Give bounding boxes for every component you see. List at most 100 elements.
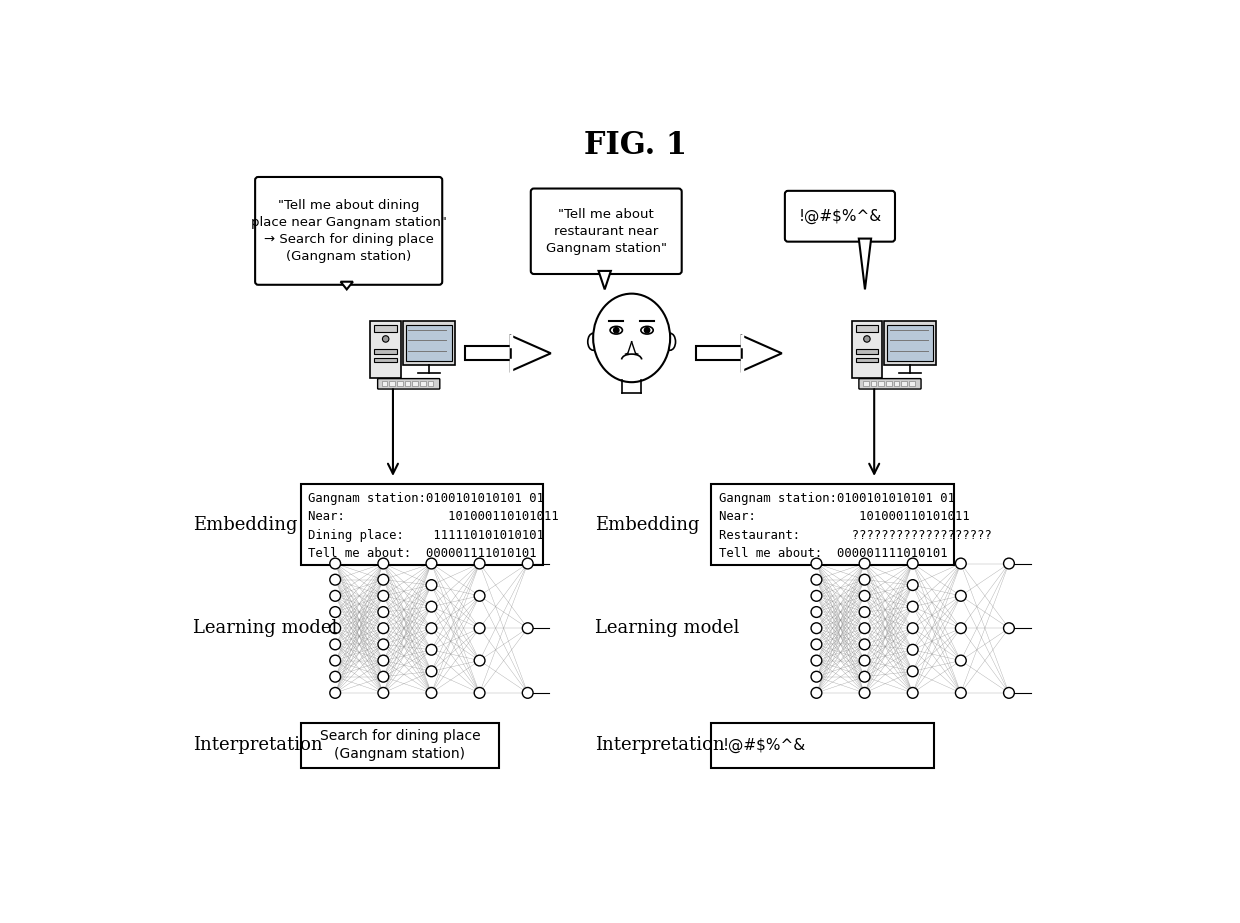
Circle shape	[330, 558, 341, 569]
FancyBboxPatch shape	[711, 723, 934, 768]
Circle shape	[864, 336, 870, 342]
Circle shape	[908, 644, 918, 655]
Circle shape	[614, 328, 619, 333]
Polygon shape	[742, 336, 781, 371]
Circle shape	[330, 688, 341, 699]
FancyBboxPatch shape	[870, 381, 877, 386]
FancyBboxPatch shape	[531, 188, 682, 274]
Circle shape	[811, 606, 822, 617]
FancyBboxPatch shape	[374, 350, 397, 354]
Ellipse shape	[593, 294, 670, 382]
FancyBboxPatch shape	[403, 321, 455, 366]
Circle shape	[811, 655, 822, 665]
Circle shape	[474, 591, 485, 601]
FancyBboxPatch shape	[711, 485, 954, 565]
Text: Learning model: Learning model	[595, 619, 740, 637]
Circle shape	[908, 558, 918, 569]
Circle shape	[474, 558, 485, 569]
Circle shape	[859, 606, 870, 617]
Circle shape	[427, 688, 436, 699]
FancyBboxPatch shape	[859, 378, 921, 389]
Circle shape	[330, 606, 341, 617]
Circle shape	[811, 558, 822, 569]
Circle shape	[908, 580, 918, 591]
FancyBboxPatch shape	[382, 381, 387, 386]
Circle shape	[859, 623, 870, 633]
FancyBboxPatch shape	[852, 321, 883, 378]
Circle shape	[1003, 688, 1014, 699]
Circle shape	[859, 655, 870, 665]
Circle shape	[522, 623, 533, 633]
Polygon shape	[511, 336, 551, 371]
FancyBboxPatch shape	[420, 381, 425, 386]
FancyBboxPatch shape	[901, 381, 906, 386]
Circle shape	[330, 623, 341, 633]
Circle shape	[1003, 623, 1014, 633]
FancyBboxPatch shape	[909, 381, 915, 386]
Circle shape	[378, 558, 388, 569]
Circle shape	[474, 688, 485, 699]
Circle shape	[427, 601, 436, 612]
FancyBboxPatch shape	[389, 381, 396, 386]
Ellipse shape	[610, 327, 622, 334]
FancyBboxPatch shape	[884, 321, 936, 366]
FancyBboxPatch shape	[696, 346, 742, 360]
Circle shape	[645, 328, 650, 333]
Circle shape	[956, 623, 966, 633]
FancyBboxPatch shape	[894, 381, 899, 386]
Text: !@#$%^&: !@#$%^&	[723, 737, 806, 753]
FancyBboxPatch shape	[404, 381, 410, 386]
FancyBboxPatch shape	[300, 723, 500, 768]
Circle shape	[330, 574, 341, 585]
Circle shape	[382, 336, 389, 342]
Ellipse shape	[641, 327, 653, 334]
Text: !@#$%^&: !@#$%^&	[799, 209, 882, 224]
FancyBboxPatch shape	[255, 177, 443, 285]
FancyBboxPatch shape	[878, 381, 884, 386]
Circle shape	[427, 665, 436, 677]
Circle shape	[330, 639, 341, 650]
Circle shape	[811, 574, 822, 585]
Circle shape	[859, 639, 870, 650]
Circle shape	[811, 639, 822, 650]
Text: FIG. 1: FIG. 1	[584, 130, 687, 161]
Circle shape	[956, 591, 966, 601]
FancyBboxPatch shape	[856, 357, 878, 362]
Circle shape	[378, 655, 388, 665]
Circle shape	[859, 558, 870, 569]
FancyBboxPatch shape	[863, 381, 868, 386]
Circle shape	[474, 623, 485, 633]
FancyBboxPatch shape	[300, 485, 543, 565]
Text: "Tell me about
restaurant near
Gangnam station": "Tell me about restaurant near Gangnam s…	[546, 208, 667, 255]
Circle shape	[811, 688, 822, 699]
Circle shape	[330, 591, 341, 601]
Circle shape	[378, 639, 388, 650]
Circle shape	[378, 688, 388, 699]
Circle shape	[378, 623, 388, 633]
Circle shape	[908, 688, 918, 699]
Circle shape	[956, 688, 966, 699]
FancyBboxPatch shape	[413, 381, 418, 386]
Text: Gangnam station:0100101010101 01
Near:              101000110101011
Dining place: Gangnam station:0100101010101 01 Near: 1…	[309, 492, 559, 560]
Circle shape	[330, 671, 341, 682]
Text: Embedding: Embedding	[595, 516, 699, 533]
Circle shape	[474, 655, 485, 665]
Circle shape	[330, 655, 341, 665]
Circle shape	[811, 671, 822, 682]
Text: "Tell me about dining
place near Gangnam station"
→ Search for dining place
(Gan: "Tell me about dining place near Gangnam…	[250, 198, 446, 263]
Circle shape	[522, 688, 533, 699]
Circle shape	[908, 601, 918, 612]
Circle shape	[378, 671, 388, 682]
Circle shape	[859, 591, 870, 601]
Circle shape	[378, 591, 388, 601]
FancyBboxPatch shape	[465, 346, 511, 360]
Circle shape	[956, 558, 966, 569]
Text: Search for dining place
(Gangnam station): Search for dining place (Gangnam station…	[320, 729, 480, 761]
FancyBboxPatch shape	[428, 381, 433, 386]
Circle shape	[811, 591, 822, 601]
Text: Learning model: Learning model	[192, 619, 337, 637]
Text: Interpretation: Interpretation	[192, 737, 322, 754]
FancyBboxPatch shape	[371, 321, 401, 378]
Ellipse shape	[665, 333, 676, 350]
FancyBboxPatch shape	[378, 378, 440, 389]
